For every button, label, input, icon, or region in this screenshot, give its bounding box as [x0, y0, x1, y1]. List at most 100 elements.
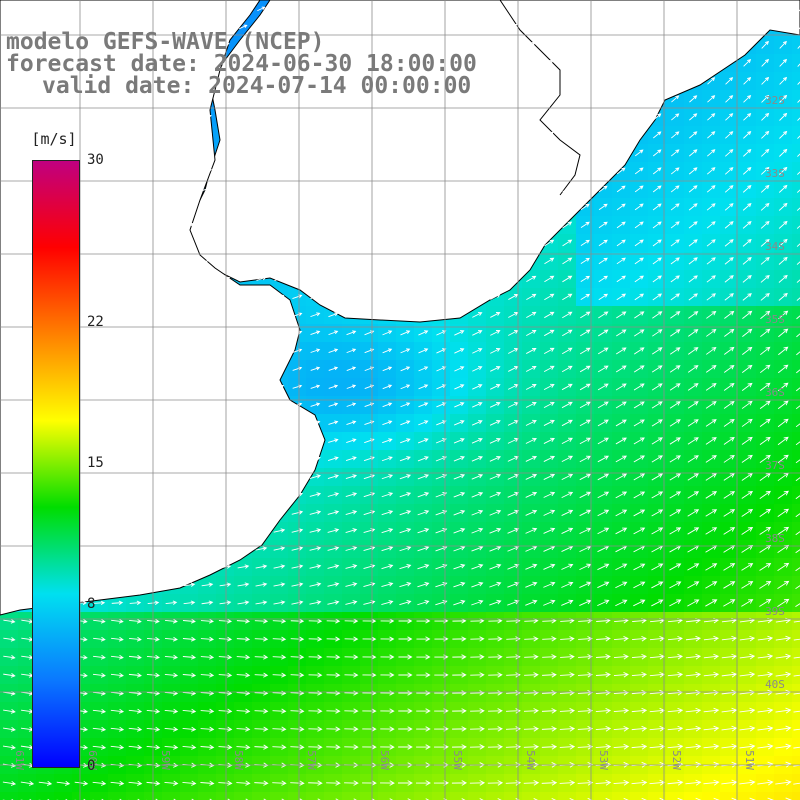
wind-arrow: [527, 5, 536, 13]
wind-arrow: [561, 581, 574, 588]
wind-arrow: [328, 204, 339, 210]
wind-arrow: [671, 41, 680, 49]
wind-arrow: [721, 653, 738, 660]
wind-cell: [720, 792, 738, 800]
wind-arrow: [272, 780, 287, 786]
wind-arrow: [309, 510, 322, 515]
wind-arrow: [328, 168, 339, 174]
wind-arrow: [4, 564, 15, 570]
wind-arrow: [398, 744, 413, 750]
wind-arrow: [345, 474, 358, 480]
wind-arrow: [256, 60, 266, 66]
wind-arrow: [508, 167, 519, 175]
wind-arrow: [327, 546, 340, 551]
wind-arrow: [543, 581, 556, 588]
wind-arrow: [203, 42, 212, 47]
wind-arrow: [526, 293, 537, 301]
wind-arrow: [579, 527, 592, 535]
wind-cell: [522, 792, 540, 800]
wind-arrow: [508, 221, 519, 228]
wind-cell: [792, 684, 800, 702]
wind-arrow: [382, 204, 393, 210]
wind-arrow: [707, 77, 716, 85]
wind-arrow: [632, 636, 647, 642]
wind-arrow: [59, 78, 68, 83]
wind-arrow: [22, 348, 33, 353]
colorbar-unit: [m/s]: [31, 130, 77, 148]
wind-arrow: [793, 674, 800, 677]
wind-arrow: [418, 42, 428, 48]
wind-arrow: [454, 42, 464, 48]
wind-arrow: [723, 563, 736, 571]
wind-arrow: [454, 240, 465, 246]
wind-arrow: [328, 384, 339, 389]
wind-arrow: [274, 186, 285, 192]
wind-arrow: [346, 294, 357, 300]
wind-arrow: [452, 744, 467, 750]
wind-arrow: [236, 672, 251, 678]
wind-arrow: [94, 366, 105, 371]
wind-arrow: [452, 672, 467, 678]
wind-arrow: [77, 42, 86, 47]
wind-arrow: [237, 528, 250, 533]
wind-arrow: [671, 5, 679, 13]
wind-arrow: [796, 225, 800, 229]
wind-arrow: [779, 94, 788, 103]
wind-arrow: [561, 491, 574, 499]
wind-arrow: [542, 654, 557, 660]
wind-arrow: [256, 384, 267, 389]
wind-arrow: [94, 348, 105, 353]
wind-arrow: [130, 114, 140, 119]
wind-arrow: [633, 563, 646, 571]
wind-arrow: [166, 384, 177, 389]
wind-arrow: [778, 184, 788, 193]
wind-arrow: [651, 509, 664, 517]
wind-arrow: [472, 312, 483, 318]
wind-arrow: [461, 798, 466, 800]
wind-arrow: [595, 690, 612, 696]
colorbar-tick-label: 15: [87, 455, 104, 471]
wind-arrow: [685, 779, 702, 786]
wind-arrow: [95, 96, 104, 101]
wind-arrow: [721, 635, 738, 642]
wind-arrow: [328, 348, 339, 353]
wind-arrow: [597, 365, 609, 373]
wind-arrow: [185, 42, 194, 47]
wind-arrow: [507, 563, 520, 570]
wind-arrow: [581, 41, 590, 49]
wind-arrow: [488, 672, 503, 678]
wind-arrow: [725, 77, 734, 85]
wind-arrow: [362, 654, 377, 660]
wind-arrow: [490, 95, 500, 102]
wind-arrow: [184, 96, 194, 101]
wind-arrow: [669, 419, 681, 427]
wind-arrow: [77, 78, 86, 83]
wind-arrow: [400, 348, 411, 354]
wind-arrow: [472, 131, 482, 138]
wind-arrow: [238, 330, 249, 335]
lon-label: 57W: [305, 750, 318, 770]
wind-cell: [792, 198, 800, 216]
wind-arrow: [221, 42, 230, 48]
wind-arrow: [220, 132, 230, 137]
wind-arrow: [129, 564, 142, 569]
wind-arrow: [487, 726, 503, 732]
wind-arrow: [274, 420, 285, 425]
wind-arrow: [202, 402, 213, 407]
wind-arrow: [578, 654, 593, 660]
wind-arrow: [310, 330, 321, 335]
wind-arrow: [238, 438, 249, 443]
wind-arrow: [544, 131, 554, 139]
wind-arrow: [221, 6, 230, 12]
wind-arrow: [346, 330, 357, 336]
wind-arrow: [523, 726, 539, 732]
wind-arrow: [551, 797, 557, 800]
wind-arrow: [220, 384, 231, 389]
wind-arrow: [23, 96, 32, 101]
wind-arrow: [653, 131, 662, 139]
wind-arrow: [184, 258, 195, 263]
wind-arrow: [218, 726, 233, 732]
wind-arrow: [777, 364, 789, 374]
wind-arrow: [472, 366, 483, 372]
wind-cell: [90, 792, 108, 800]
